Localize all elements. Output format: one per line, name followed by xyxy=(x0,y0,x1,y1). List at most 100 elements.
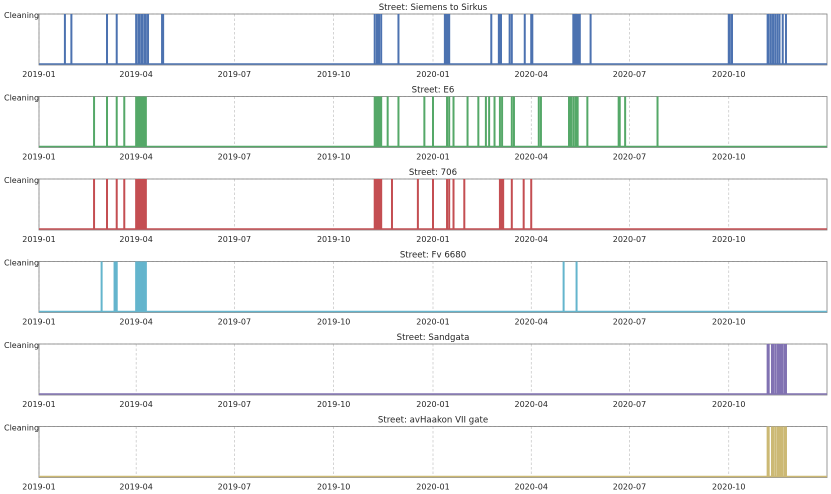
cleaning-event-bar xyxy=(378,96,381,147)
x-tick-label: 2019-01 xyxy=(22,483,55,492)
cleaning-event-bar xyxy=(510,179,513,229)
cleaning-event-bar xyxy=(589,14,592,64)
cleaning-event-bar xyxy=(570,96,573,147)
y-axis-label: Cleaning xyxy=(4,176,39,185)
cleaning-event-bar xyxy=(501,179,504,229)
cleaning-event-bar xyxy=(140,179,143,229)
y-axis-label: Cleaning xyxy=(4,424,39,433)
cleaning-events xyxy=(766,426,787,477)
cleaning-event-bar xyxy=(779,344,782,394)
cleaning-event-bar xyxy=(493,96,496,147)
cleaning-event-bar xyxy=(115,14,118,64)
panel-title: Street: Fv 6680 xyxy=(400,251,466,261)
x-tick-label: 2020-07 xyxy=(613,318,646,327)
cleaning-event-bar xyxy=(784,344,787,394)
cleaning-event-bar xyxy=(530,179,533,229)
cleaning-event-bar xyxy=(498,14,501,64)
x-tick-label: 2020-10 xyxy=(712,318,745,327)
cleaning-event-bar xyxy=(374,179,377,229)
cleaning-event-bar xyxy=(784,14,787,64)
cleaning-event-bar xyxy=(778,426,781,477)
cleaning-event-bar xyxy=(770,426,773,477)
cleaning-event-bar xyxy=(772,344,775,394)
cleaning-event-bar xyxy=(144,261,147,312)
x-tick-label: 2020-10 xyxy=(712,483,745,492)
cleaning-event-bar xyxy=(141,96,144,147)
cleaning-event-bar xyxy=(539,96,542,147)
cleaning-events xyxy=(63,14,787,64)
x-tick-label: 2020-04 xyxy=(515,318,548,327)
cleaning-event-bar xyxy=(779,426,782,477)
cleaning-event-bar xyxy=(147,14,150,64)
panel-3: Street: 706 Cleaning 2019-01 2019-04 2019-07… xyxy=(4,168,828,244)
plot-frame xyxy=(38,13,828,66)
cleaning-event-bar xyxy=(576,14,579,64)
cleaning-event-bar xyxy=(577,14,580,64)
cleaning-event-bar xyxy=(143,261,146,312)
cleaning-event-bar xyxy=(143,179,146,229)
cleaning-event-bar xyxy=(767,426,770,477)
x-tick-label: 2020-10 xyxy=(712,235,745,244)
x-tick-label: 2019-04 xyxy=(119,153,152,162)
cleaning-event-bar xyxy=(115,96,118,147)
cleaning-event-bar xyxy=(135,179,138,229)
panel-5: Street: Sandgata Cleaning 2019-01 2019-04 20… xyxy=(4,333,828,409)
x-tick-label: 2019-07 xyxy=(218,235,251,244)
cleaning-event-bar xyxy=(490,14,493,64)
cleaning-event-bar xyxy=(373,96,376,147)
cleaning-event-bar xyxy=(380,179,383,229)
cleaning-event-bar xyxy=(142,96,145,147)
cleaning-event-bar xyxy=(624,96,627,147)
cleaning-event-bar xyxy=(70,14,73,64)
x-tick-label: 2020-07 xyxy=(613,70,646,79)
cleaning-event-bar xyxy=(397,14,400,64)
cleaning-event-bar xyxy=(137,261,140,312)
cleaning-event-bar xyxy=(766,344,769,394)
cleaning-event-bar xyxy=(776,14,779,64)
cleaning-event-bar xyxy=(575,14,578,64)
x-tick-label: 2020-01 xyxy=(416,318,449,327)
cleaning-event-bar xyxy=(778,14,781,64)
cleaning-event-bar xyxy=(776,344,779,394)
cleaning-event-bar xyxy=(512,96,515,147)
cleaning-event-bar xyxy=(531,14,534,64)
cleaning-event-bar xyxy=(140,96,143,147)
x-tick-label: 2020-10 xyxy=(712,70,745,79)
cleaning-event-bar xyxy=(500,14,503,64)
cleaning-event-bar xyxy=(432,96,434,147)
x-tick-label: 2019-01 xyxy=(22,70,55,79)
plot-frame xyxy=(38,261,828,313)
cleaning-event-bar xyxy=(373,179,376,229)
x-tick-label: 2020-04 xyxy=(515,235,548,244)
cleaning-event-bar xyxy=(770,344,773,394)
cleaning-event-bar xyxy=(135,96,138,147)
cleaning-event-bar xyxy=(575,96,578,147)
x-tick-label: 2020-04 xyxy=(515,70,548,79)
x-tick-label: 2019-01 xyxy=(22,400,55,409)
cleaning-event-bar xyxy=(137,96,140,147)
cleaning-events xyxy=(93,179,533,229)
cleaning-event-bar xyxy=(572,14,575,64)
cleaning-event-bar xyxy=(139,179,142,229)
cleaning-event-bar xyxy=(144,14,147,64)
cleaning-events xyxy=(766,344,787,394)
cleaning-event-bar xyxy=(141,261,144,312)
cleaning-event-bar xyxy=(136,261,139,312)
x-tick-label: 2019-04 xyxy=(119,70,152,79)
x-tick-label: 2019-04 xyxy=(119,400,152,409)
y-axis-label: Cleaning xyxy=(4,341,39,350)
cleaning-event-bar xyxy=(376,96,379,147)
cleaning-event-bar xyxy=(774,426,777,477)
cleaning-event-bar xyxy=(432,179,434,229)
cleaning-event-bar xyxy=(446,96,449,147)
cleaning-event-bar xyxy=(106,14,109,64)
x-tick-label: 2020-01 xyxy=(416,70,449,79)
cleaning-event-bar xyxy=(569,96,572,147)
cleaning-event-bar xyxy=(144,179,147,229)
cleaning-events xyxy=(93,96,659,147)
cleaning-event-bar xyxy=(656,96,659,147)
x-tick-label: 2020-04 xyxy=(515,483,548,492)
cleaning-event-bar xyxy=(466,96,469,147)
x-tick-label: 2019-10 xyxy=(317,235,350,244)
cleaning-event-bar xyxy=(586,96,589,147)
